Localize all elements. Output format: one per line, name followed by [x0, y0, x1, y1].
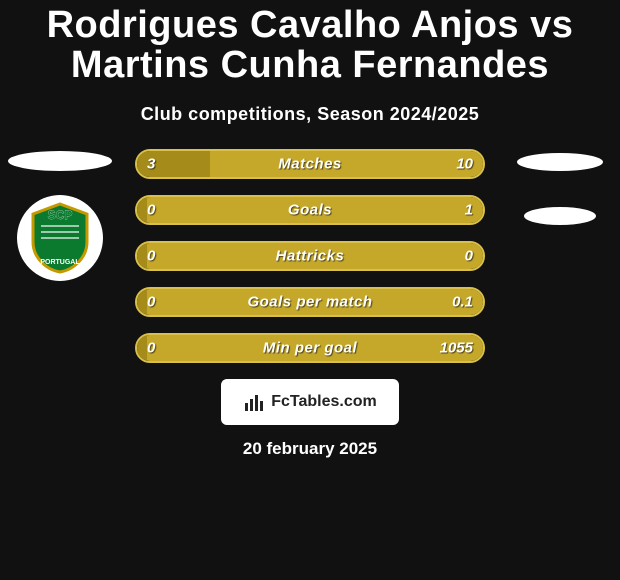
comparison-infographic: Rodrigues Cavalho Anjos vs Martins Cunha… — [0, 0, 620, 580]
bar-segment-right — [147, 289, 483, 315]
bar-track — [135, 287, 485, 317]
player-name-placeholder-right — [517, 153, 603, 171]
bar-segment-right — [210, 151, 483, 177]
bar-track — [135, 149, 485, 179]
scp-shield-icon: SCP PORTUGAL — [27, 202, 93, 274]
club-badge-left: SCP PORTUGAL — [17, 195, 103, 281]
stat-row: Matches310 — [135, 149, 485, 179]
content-area: SCP PORTUGAL Matches310 Goals01 Hattricks0… — [0, 149, 620, 363]
bar-track — [135, 241, 485, 271]
subtitle: Club competitions, Season 2024/2025 — [0, 104, 620, 125]
left-player-column: SCP PORTUGAL — [0, 149, 120, 281]
bar-track — [135, 333, 485, 363]
bar-segment-right — [147, 197, 483, 223]
stat-row: Hattricks00 — [135, 241, 485, 271]
stat-row: Min per goal01055 — [135, 333, 485, 363]
bar-segment-left — [137, 197, 147, 223]
stats-bars: Matches310 Goals01 Hattricks00 Goals per ma… — [135, 149, 485, 363]
stat-row: Goals01 — [135, 195, 485, 225]
bar-segment-left — [137, 289, 147, 315]
bar-segment-right — [147, 335, 483, 361]
brand-text: FcTables.com — [271, 393, 377, 411]
brand-box: FcTables.com — [221, 379, 399, 425]
bar-segment-right — [147, 243, 483, 269]
stat-row: Goals per match00.1 — [135, 287, 485, 317]
badge-text-top: SCP — [48, 208, 73, 222]
bar-chart-icon — [243, 391, 265, 413]
bar-segment-left — [137, 335, 147, 361]
right-player-column — [500, 149, 620, 225]
club-name-placeholder-right — [524, 207, 596, 225]
date-text: 20 february 2025 — [0, 439, 620, 459]
bar-segment-left — [137, 243, 147, 269]
player-name-placeholder-left — [8, 151, 112, 171]
bar-segment-left — [137, 151, 210, 177]
page-title: Rodrigues Cavalho Anjos vs Martins Cunha… — [0, 0, 620, 86]
bar-track — [135, 195, 485, 225]
badge-text-bottom: PORTUGAL — [40, 259, 80, 266]
